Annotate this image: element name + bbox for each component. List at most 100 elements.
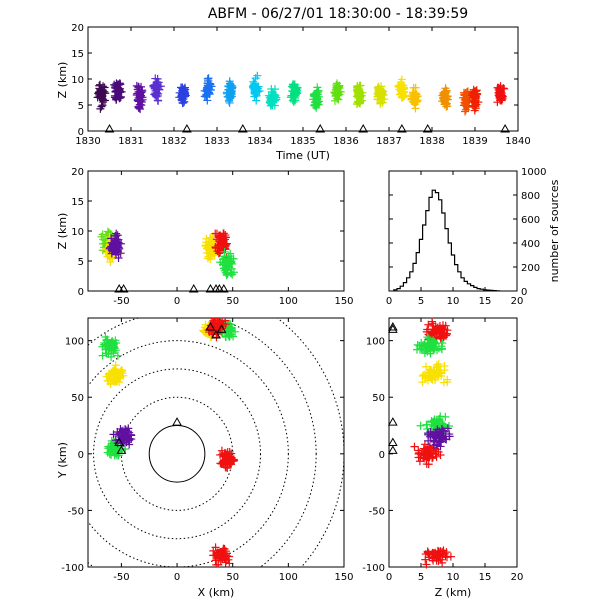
z-y-source	[433, 441, 442, 450]
time-height-xtick-label: 1831	[118, 136, 143, 147]
plan-view-source	[106, 444, 115, 453]
x-z-source	[107, 249, 116, 258]
x-z-source	[201, 242, 210, 251]
z-y-source	[434, 551, 443, 560]
plan-view-xlabel: X (km)	[198, 586, 235, 599]
z-y-source	[424, 460, 433, 469]
time-height-source	[377, 95, 386, 104]
time-height-xtick-label: 1835	[290, 136, 315, 147]
station-marker	[188, 283, 199, 293]
time-height-source	[268, 88, 277, 97]
time-height-source	[468, 91, 477, 100]
range-ring	[276, 318, 344, 567]
z-y-source	[439, 333, 448, 342]
time-height-source	[498, 92, 507, 101]
time-height-source	[95, 84, 104, 93]
x-z-source	[225, 263, 234, 272]
time-height-source	[462, 96, 471, 105]
time-height-source	[253, 71, 262, 80]
station-marker	[205, 322, 216, 331]
time-height-source	[377, 82, 386, 91]
histogram-ytick-label: 200	[521, 263, 540, 274]
z-y-source	[421, 555, 430, 564]
time-height-source	[175, 93, 184, 102]
histogram-xtick-label: 10	[447, 296, 460, 307]
plan-view-xtick-label: 100	[279, 572, 298, 583]
time-height-source	[226, 82, 235, 91]
z-y-source	[420, 340, 429, 349]
x-z-xtick-label: 0	[174, 296, 180, 307]
z-y-source	[427, 330, 436, 339]
plan-plot-area	[88, 318, 344, 567]
time-height-source	[312, 95, 321, 104]
station-marker	[218, 283, 229, 293]
x-z-source	[214, 231, 223, 240]
z-y-source	[440, 361, 449, 370]
z-y-xtick-label: 15	[479, 572, 492, 583]
plan-view-source	[120, 431, 129, 440]
x-z-xtick-label: 50	[226, 296, 239, 307]
plan-view-source	[113, 372, 122, 381]
plan-view-source	[211, 319, 220, 328]
z-y-source	[428, 430, 437, 439]
z-y-xtick-label: 5	[418, 572, 424, 583]
time-height-source	[96, 80, 105, 89]
time-height-source	[410, 92, 419, 101]
plan-view-ytick-label: 0	[78, 450, 84, 461]
plan-view-source	[225, 447, 234, 456]
z-y-source	[428, 319, 437, 328]
histogram-ytick-label: 600	[521, 215, 540, 226]
z-y-ytick-label: 100	[366, 337, 385, 348]
time-height-source	[178, 98, 187, 107]
station-marker	[118, 283, 129, 293]
time-height-source	[133, 95, 142, 104]
plan-view-ytick-label: -100	[61, 563, 84, 574]
time-height-source	[180, 97, 189, 106]
plan-view-source	[228, 455, 237, 464]
time-height-source	[267, 100, 276, 109]
time-height-source	[290, 88, 299, 97]
station-marker	[205, 283, 216, 293]
station-marker	[237, 123, 248, 133]
z-y-xtick-label: 10	[447, 572, 460, 583]
x-z-source	[103, 227, 112, 236]
time-height-source	[398, 84, 407, 93]
x-z-source	[222, 271, 231, 280]
plan-view-source	[124, 436, 133, 445]
station-marker	[387, 324, 398, 333]
plan-view-source	[105, 371, 114, 380]
time-height-source	[266, 99, 275, 108]
plan-view-source	[214, 560, 223, 567]
plan-view-source	[219, 544, 228, 553]
histogram-ytick-label: 1000	[521, 167, 546, 178]
z-y-axes	[388, 317, 518, 568]
z-y-source	[432, 370, 441, 379]
plan-view-source	[222, 328, 231, 337]
z-y-ytick-label: 50	[372, 393, 385, 404]
time-height-source	[494, 88, 503, 97]
plan-view-xtick-label: 150	[334, 572, 353, 583]
time-height-ytick-label: 0	[78, 127, 84, 138]
time-height-source	[225, 89, 234, 98]
histogram-xtick-label: 20	[511, 296, 524, 307]
plan-view-panel: Y (km) X (km) -50 0 50 100 150 -100 -50 0 50 100	[56, 317, 354, 599]
plan-view-ytick-label: 50	[71, 393, 84, 404]
time-height-source	[439, 89, 448, 98]
x-z-source	[109, 246, 118, 255]
x-z-source	[107, 234, 116, 243]
time-height-source	[266, 94, 275, 103]
time-height-source	[313, 88, 322, 97]
histogram-xtick-label: 15	[479, 296, 492, 307]
plan-view-xtick-label: 50	[226, 572, 239, 583]
time-height-source	[112, 83, 121, 92]
plan-view-source	[222, 452, 231, 461]
time-height-source	[181, 85, 190, 94]
time-height-source	[498, 84, 507, 93]
plan-view-source	[221, 449, 230, 458]
z-y-source	[446, 552, 455, 561]
z-y-source	[424, 436, 433, 445]
histogram-ylabel: number of sources	[548, 179, 561, 282]
time-height-source	[153, 82, 162, 91]
histogram-xtick-label: 5	[418, 296, 424, 307]
